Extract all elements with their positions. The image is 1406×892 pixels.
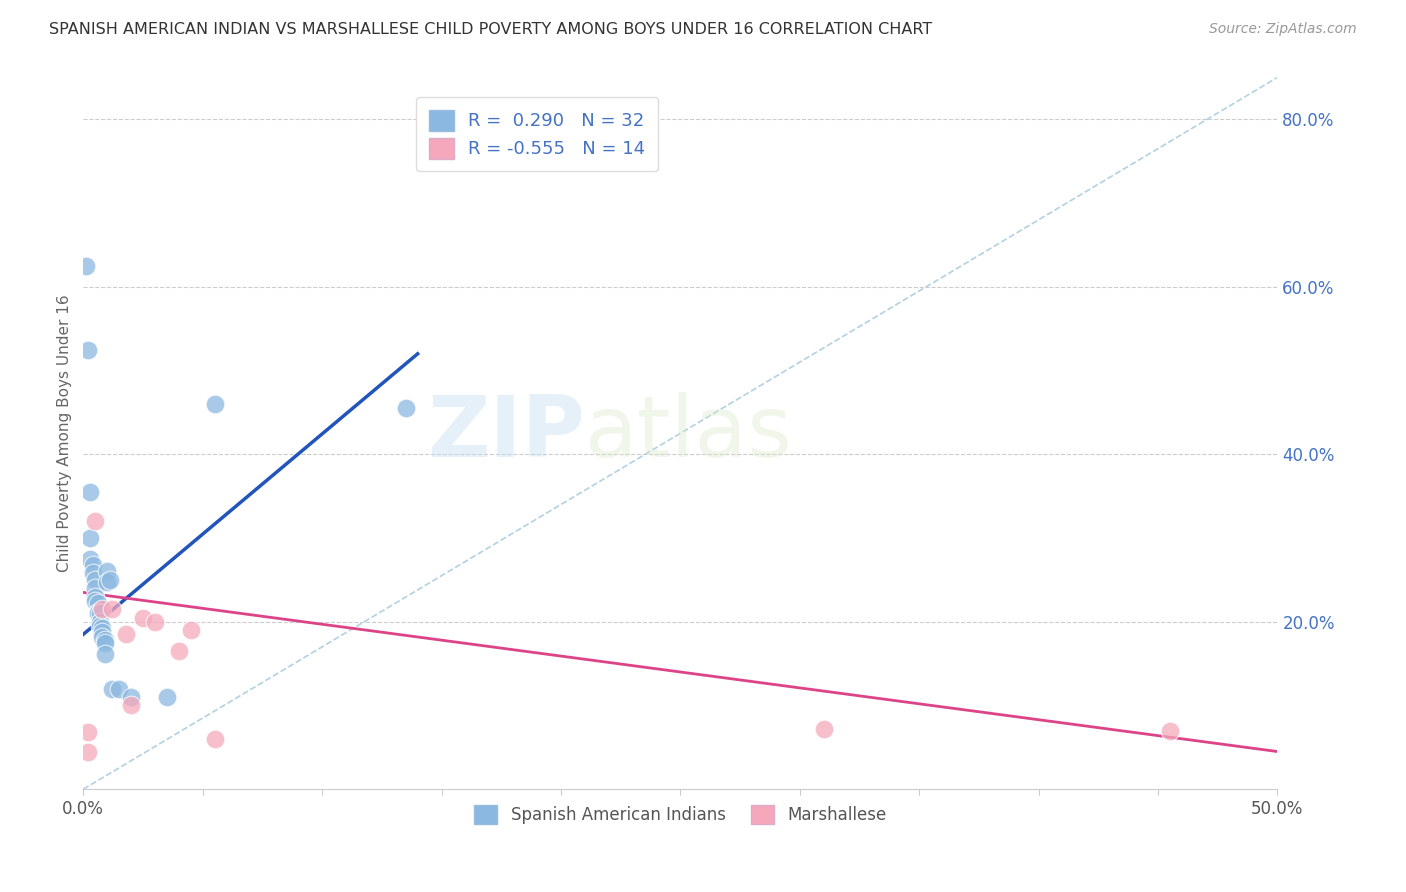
Point <box>89 607 111 621</box>
Point <box>1159 723 1181 738</box>
Point <box>84 590 107 604</box>
Point <box>108 681 131 696</box>
Point <box>84 581 107 595</box>
Point <box>94 635 117 649</box>
Point <box>180 623 202 637</box>
Point <box>77 725 100 739</box>
Point <box>813 722 835 736</box>
Point <box>101 681 124 696</box>
Point <box>94 633 117 648</box>
Point <box>96 574 118 589</box>
Point <box>143 615 166 629</box>
Point <box>91 624 114 639</box>
Text: atlas: atlas <box>585 392 793 475</box>
Point <box>96 565 118 579</box>
Point <box>86 596 108 610</box>
Point <box>82 558 104 572</box>
Point <box>86 607 108 621</box>
Point <box>132 610 155 624</box>
Point <box>79 485 101 500</box>
Point <box>84 514 107 528</box>
Point <box>395 401 418 416</box>
Point <box>115 627 138 641</box>
Point <box>91 630 114 644</box>
Point <box>77 343 100 357</box>
Point <box>120 690 142 705</box>
Point <box>94 647 117 661</box>
Point <box>89 615 111 629</box>
Point <box>204 731 226 746</box>
Point <box>84 594 107 608</box>
Point <box>89 619 111 633</box>
Point <box>75 259 97 273</box>
Text: SPANISH AMERICAN INDIAN VS MARSHALLESE CHILD POVERTY AMONG BOYS UNDER 16 CORRELA: SPANISH AMERICAN INDIAN VS MARSHALLESE C… <box>49 22 932 37</box>
Point <box>84 573 107 587</box>
Y-axis label: Child Poverty Among Boys Under 16: Child Poverty Among Boys Under 16 <box>58 294 72 572</box>
Text: Source: ZipAtlas.com: Source: ZipAtlas.com <box>1209 22 1357 37</box>
Legend: Spanish American Indians, Marshallese: Spanish American Indians, Marshallese <box>464 795 897 834</box>
Point <box>156 690 179 705</box>
Text: ZIP: ZIP <box>427 392 585 475</box>
Point <box>86 605 108 619</box>
Point <box>79 531 101 545</box>
Point <box>167 644 190 658</box>
Point <box>91 602 114 616</box>
Point <box>101 602 124 616</box>
Point <box>77 745 100 759</box>
Point <box>98 573 121 587</box>
Point <box>120 698 142 713</box>
Point <box>79 552 101 566</box>
Point <box>82 566 104 581</box>
Point <box>204 397 226 411</box>
Point <box>91 622 114 636</box>
